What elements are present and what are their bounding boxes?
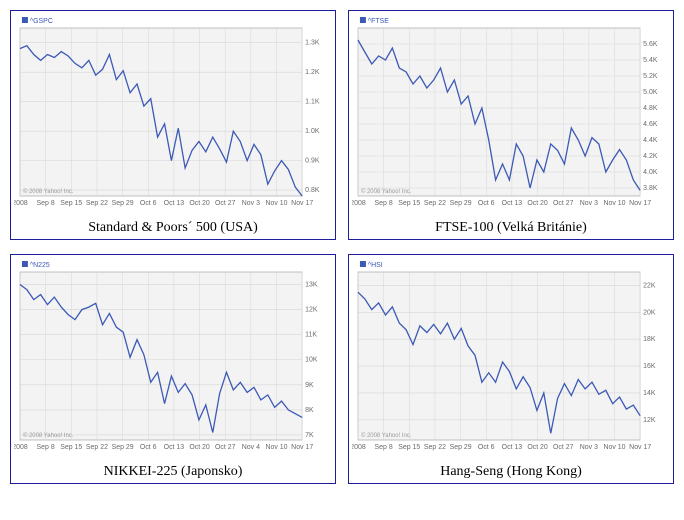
- svg-text:Nov 17: Nov 17: [291, 444, 313, 451]
- svg-text:Oct 20: Oct 20: [189, 200, 210, 207]
- svg-text:Oct 20: Oct 20: [527, 444, 548, 451]
- chart-nikkei: 7K 8K 9K 10K 11K 12K 13K 2008 Sep 8 Sep 15 Sep 22 S…: [14, 258, 332, 458]
- svg-text:1.3K: 1.3K: [305, 40, 320, 47]
- svg-text:2008: 2008: [352, 200, 366, 207]
- svg-text:Sep 8: Sep 8: [375, 200, 393, 207]
- caption-hangseng: Hang-Seng (Hong Kong): [352, 464, 670, 480]
- svg-text:12K: 12K: [643, 417, 656, 424]
- svg-text:Oct 6: Oct 6: [140, 444, 157, 451]
- svg-text:5.0K: 5.0K: [643, 89, 658, 96]
- svg-text:Oct 20: Oct 20: [189, 444, 210, 451]
- svg-text:© 2008 Yahoo! Inc.: © 2008 Yahoo! Inc.: [361, 188, 412, 195]
- svg-text:Sep 29: Sep 29: [450, 200, 472, 207]
- svg-text:2008: 2008: [352, 444, 366, 451]
- svg-text:Oct 20: Oct 20: [527, 200, 548, 207]
- svg-text:Oct 13: Oct 13: [502, 444, 523, 451]
- chart-sp500: 0.8K 0.9K 1.0K 1.1K 1.2K 1.3K 2008 Sep 8 Sep 15 S…: [14, 14, 332, 214]
- svg-text:Nov 17: Nov 17: [629, 444, 651, 451]
- svg-text:^HSI: ^HSI: [368, 262, 383, 269]
- svg-text:Sep 22: Sep 22: [86, 200, 108, 207]
- svg-text:© 2008 Yahoo! Inc.: © 2008 Yahoo! Inc.: [23, 432, 74, 439]
- svg-text:8K: 8K: [305, 407, 314, 414]
- svg-text:1.0K: 1.0K: [305, 128, 320, 135]
- svg-text:Oct 27: Oct 27: [215, 444, 236, 451]
- svg-text:Nov 3: Nov 3: [580, 200, 598, 207]
- svg-text:0.9K: 0.9K: [305, 158, 320, 165]
- svg-text:2008: 2008: [14, 200, 28, 207]
- svg-text:Nov 3: Nov 3: [242, 200, 260, 207]
- svg-text:10K: 10K: [305, 357, 318, 364]
- chart-hangseng: 12K 14K 16K 18K 20K 22K 2008 Sep 8 Sep 15 Sep 22 S…: [352, 258, 670, 458]
- svg-text:22K: 22K: [643, 282, 656, 289]
- svg-text:18K: 18K: [643, 336, 656, 343]
- svg-text:1.2K: 1.2K: [305, 69, 320, 76]
- svg-text:Sep 22: Sep 22: [424, 200, 446, 207]
- svg-text:Sep 22: Sep 22: [86, 444, 108, 451]
- svg-text:2008: 2008: [14, 444, 28, 451]
- svg-text:Oct 27: Oct 27: [553, 200, 574, 207]
- panel-sp500: 0.8K 0.9K 1.0K 1.1K 1.2K 1.3K 2008 Sep 8 Sep 15 S…: [10, 10, 336, 240]
- svg-text:Nov 17: Nov 17: [629, 200, 651, 207]
- svg-text:Oct 6: Oct 6: [478, 444, 495, 451]
- panel-hangseng: 12K 14K 16K 18K 20K 22K 2008 Sep 8 Sep 15 Sep 22 S…: [348, 254, 674, 484]
- svg-text:5.6K: 5.6K: [643, 41, 658, 48]
- svg-text:^GSPC: ^GSPC: [30, 18, 53, 25]
- svg-text:Oct 6: Oct 6: [478, 200, 495, 207]
- svg-text:4.8K: 4.8K: [643, 105, 658, 112]
- svg-text:Sep 29: Sep 29: [450, 444, 472, 451]
- svg-text:Sep 22: Sep 22: [424, 444, 446, 451]
- svg-text:0.8K: 0.8K: [305, 187, 320, 194]
- caption-ftse: FTSE-100 (Velká Británie): [352, 220, 670, 236]
- chart-grid: 0.8K 0.9K 1.0K 1.1K 1.2K 1.3K 2008 Sep 8 Sep 15 S…: [10, 10, 674, 484]
- caption-nikkei: NIKKEI-225 (Japonsko): [14, 464, 332, 480]
- svg-text:4.6K: 4.6K: [643, 121, 658, 128]
- svg-text:1.1K: 1.1K: [305, 99, 320, 106]
- svg-text:© 2008 Yahoo! Inc.: © 2008 Yahoo! Inc.: [361, 432, 412, 439]
- svg-text:14K: 14K: [643, 390, 656, 397]
- svg-text:4.4K: 4.4K: [643, 137, 658, 144]
- svg-text:Sep 15: Sep 15: [60, 200, 82, 207]
- svg-text:9K: 9K: [305, 382, 314, 389]
- svg-text:Sep 8: Sep 8: [375, 444, 393, 451]
- svg-text:Sep 29: Sep 29: [112, 200, 134, 207]
- svg-text:Nov 3: Nov 3: [580, 444, 598, 451]
- svg-text:20K: 20K: [643, 309, 656, 316]
- svg-text:16K: 16K: [643, 363, 656, 370]
- svg-text:^FTSE: ^FTSE: [368, 18, 389, 25]
- svg-text:Oct 27: Oct 27: [553, 444, 574, 451]
- svg-text:Nov 17: Nov 17: [291, 200, 313, 207]
- svg-text:Sep 15: Sep 15: [398, 444, 420, 451]
- svg-text:Oct 13: Oct 13: [502, 200, 523, 207]
- panel-ftse: 3.8K 4.0K 4.2K 4.4K 4.6K 4.8K 5.0K 5.2K 5.4K 5.6K…: [348, 10, 674, 240]
- svg-text:4.0K: 4.0K: [643, 169, 658, 176]
- svg-text:5.2K: 5.2K: [643, 73, 658, 80]
- svg-text:^N225: ^N225: [30, 262, 50, 269]
- svg-text:Oct 13: Oct 13: [164, 444, 185, 451]
- svg-text:Nov 10: Nov 10: [266, 200, 288, 207]
- svg-text:Sep 29: Sep 29: [112, 444, 134, 451]
- svg-text:3.8K: 3.8K: [643, 185, 658, 192]
- svg-text:© 2008 Yahoo! Inc.: © 2008 Yahoo! Inc.: [23, 188, 74, 195]
- svg-text:Nov 10: Nov 10: [604, 200, 626, 207]
- svg-text:12K: 12K: [305, 307, 318, 314]
- caption-sp500: Standard & Poors´ 500 (USA): [14, 220, 332, 236]
- panel-nikkei: 7K 8K 9K 10K 11K 12K 13K 2008 Sep 8 Sep 15 Sep 22 S…: [10, 254, 336, 484]
- svg-text:5.4K: 5.4K: [643, 57, 658, 64]
- svg-text:Oct 27: Oct 27: [215, 200, 236, 207]
- svg-text:Nov 4: Nov 4: [242, 444, 260, 451]
- svg-text:Nov 10: Nov 10: [604, 444, 626, 451]
- svg-text:7K: 7K: [305, 432, 314, 439]
- svg-text:Sep 15: Sep 15: [398, 200, 420, 207]
- svg-text:Oct 6: Oct 6: [140, 200, 157, 207]
- chart-ftse: 3.8K 4.0K 4.2K 4.4K 4.6K 4.8K 5.0K 5.2K 5.4K 5.6K…: [352, 14, 670, 214]
- svg-text:11K: 11K: [305, 332, 317, 339]
- svg-text:Nov 10: Nov 10: [266, 444, 288, 451]
- svg-text:Sep 8: Sep 8: [37, 200, 55, 207]
- svg-text:Oct 13: Oct 13: [164, 200, 185, 207]
- svg-text:Sep 15: Sep 15: [60, 444, 82, 451]
- svg-text:4.2K: 4.2K: [643, 153, 658, 160]
- svg-text:Sep 8: Sep 8: [37, 444, 55, 451]
- svg-text:13K: 13K: [305, 282, 318, 289]
